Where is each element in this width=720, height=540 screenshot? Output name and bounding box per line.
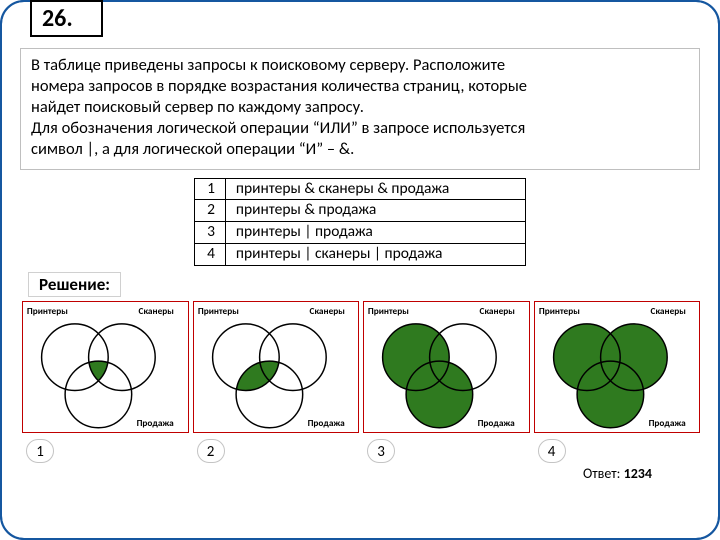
panel-number-slot: 1 <box>22 439 189 463</box>
queries-table: 1принтеры & сканеры & продажа2принтеры &… <box>194 178 526 267</box>
solution-label: Решение: <box>28 272 121 297</box>
answer-row: Ответ: 1234 <box>251 465 700 482</box>
svg-text:Принтеры: Принтеры <box>27 306 68 317</box>
panel-number: 3 <box>367 439 395 463</box>
table-cell-num: 4 <box>195 244 226 266</box>
venn-cell: Принтеры Сканеры Продажа <box>534 301 701 433</box>
panel-number: 1 <box>26 439 54 463</box>
panel-number-slot: 3 <box>363 439 530 463</box>
venn-row: ПринтерыСканерыПродажа ПринтерыСканерыПр… <box>20 301 700 433</box>
panel-number-slot: 4 <box>534 439 701 463</box>
venn-diagram-1: Принтеры Сканеры Продажа <box>23 302 188 432</box>
table-cell-query: принтеры & продажа <box>225 200 525 222</box>
venn-diagram-3: Принтеры Сканеры Продажа <box>364 302 529 432</box>
question-number: 26. <box>30 0 103 37</box>
table-cell-num: 2 <box>195 200 226 222</box>
table-cell-query: принтеры & сканеры & продажа <box>225 178 525 200</box>
venn-diagram-4: Принтеры Сканеры Продажа <box>535 302 700 432</box>
svg-text:Принтеры: Принтеры <box>197 306 238 317</box>
answer-value: 1234 <box>624 465 652 482</box>
svg-text:Сканеры: Сканеры <box>139 306 174 317</box>
svg-text:Сканеры: Сканеры <box>650 306 685 317</box>
table-cell-num: 3 <box>195 222 226 244</box>
table-cell-num: 1 <box>195 178 226 200</box>
panel-number-slot: 2 <box>193 439 360 463</box>
svg-text:Сканеры: Сканеры <box>480 306 515 317</box>
answer-label: Ответ: <box>583 465 620 482</box>
question-prompt: В таблице приведены запросы к поисковому… <box>20 48 700 170</box>
panel-number-row: 1 2 3 4 <box>20 439 700 463</box>
table-cell-query: принтеры | сканеры | продажа <box>225 244 525 266</box>
corner-tr <box>684 0 720 36</box>
table-row: 4принтеры | сканеры | продажа <box>195 244 526 266</box>
table-row: 3принтеры | продажа <box>195 222 526 244</box>
svg-text:Принтеры: Принтеры <box>368 306 409 317</box>
content-area: В таблице приведены запросы к поисковому… <box>20 48 700 482</box>
corner-br <box>684 504 720 540</box>
venn-cell: Принтеры Сканеры Продажа <box>363 301 530 433</box>
venn-cell: Принтеры Сканеры Продажа <box>22 301 189 433</box>
venn-diagram-2: Принтеры Сканеры Продажа <box>194 302 359 432</box>
venn-cell: Принтеры Сканеры Продажа <box>193 301 360 433</box>
corner-bl <box>0 504 36 540</box>
table-row: 2принтеры & продажа <box>195 200 526 222</box>
table-row: 1принтеры & сканеры & продажа <box>195 178 526 200</box>
panel-number: 2 <box>197 439 225 463</box>
svg-text:Продажа: Продажа <box>137 418 175 429</box>
svg-text:Продажа: Продажа <box>648 418 686 429</box>
panel-number: 4 <box>538 439 566 463</box>
svg-text:Продажа: Продажа <box>307 418 345 429</box>
svg-text:Сканеры: Сканеры <box>309 306 344 317</box>
slide-frame: 26. В таблице приведены запросы к поиско… <box>0 0 720 540</box>
table-cell-query: принтеры | продажа <box>225 222 525 244</box>
svg-text:Принтеры: Принтеры <box>538 306 579 317</box>
svg-text:Продажа: Продажа <box>478 418 516 429</box>
